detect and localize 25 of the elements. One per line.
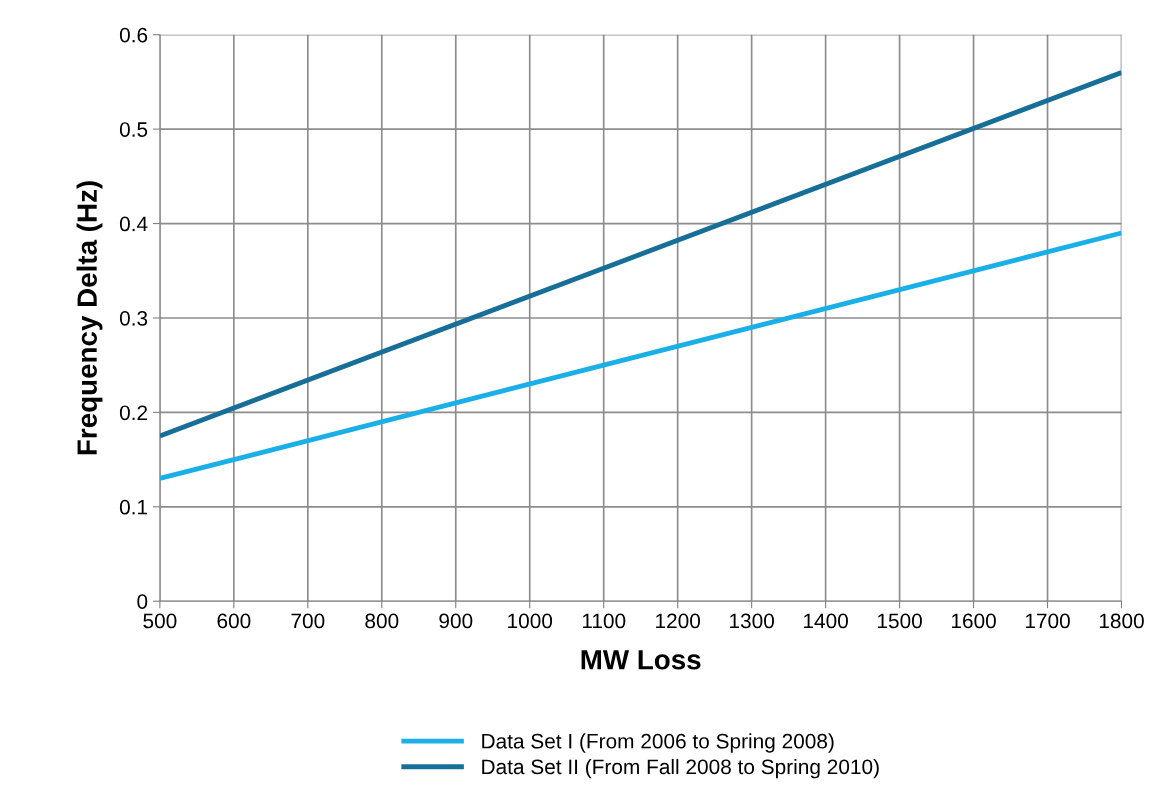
y-tick-label: 0.2 xyxy=(119,405,148,421)
y-tick-label: 0.1 xyxy=(119,499,148,515)
x-tick-label: 1500 xyxy=(878,613,922,629)
x-tick-label: 1800 xyxy=(1099,613,1144,629)
x-tick-label: 800 xyxy=(365,613,399,629)
x-tick-label: 900 xyxy=(439,613,473,629)
x-tick-label: 1100 xyxy=(582,613,626,629)
y-tick-label: 0 xyxy=(137,594,148,609)
x-tick-label: 1400 xyxy=(804,613,848,629)
x-tick-label: 1600 xyxy=(951,613,996,629)
x-tick-label: 700 xyxy=(291,613,325,629)
x-tick-label: 1200 xyxy=(656,613,701,629)
y-tick-label: 0.5 xyxy=(119,122,148,137)
x-tick-label: 1700 xyxy=(1025,613,1070,629)
y-tick-label: 0.3 xyxy=(119,310,148,326)
legend-label: Data Set II (From Fall 2008 to Spring 2010) xyxy=(482,758,879,779)
x-axis-title: MW Loss xyxy=(581,650,701,670)
y-tick-label: 0.4 xyxy=(119,216,148,232)
y-tick-label: 0.6 xyxy=(119,27,148,43)
x-tick-label: 1000 xyxy=(508,613,553,629)
x-tick-label: 600 xyxy=(217,613,251,629)
x-tick-label: 1300 xyxy=(730,613,774,629)
legend-label: Data Set I (From 2006 to Spring 2008) xyxy=(482,733,834,753)
y-axis-title: Frequency Delta (Hz) xyxy=(76,181,103,455)
x-tick-label: 500 xyxy=(143,613,177,629)
